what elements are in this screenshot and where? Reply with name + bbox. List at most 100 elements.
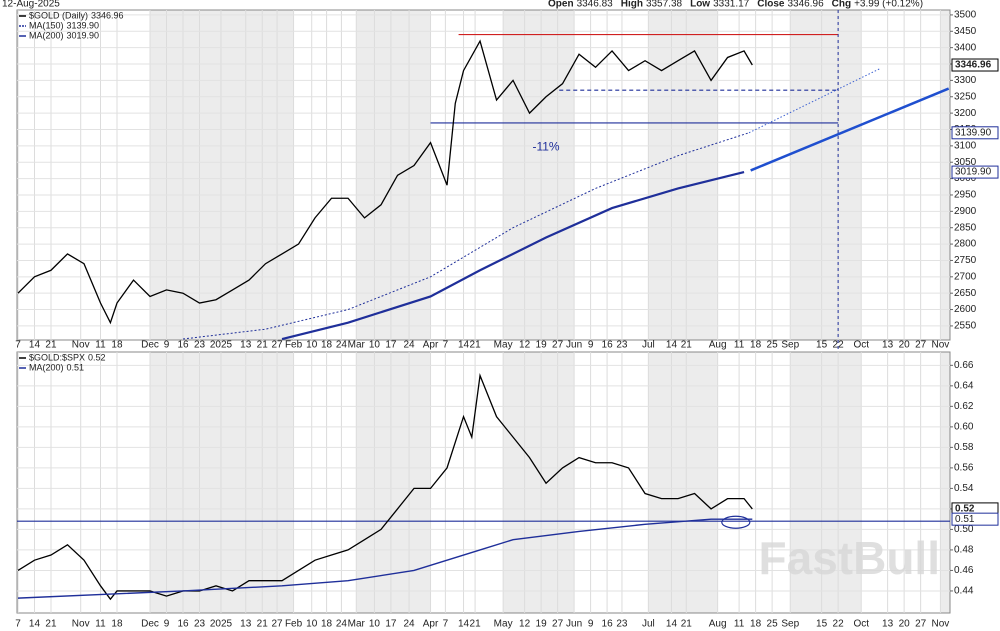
x-tick-label: 15 — [816, 340, 828, 351]
highlight — [721, 515, 751, 529]
x-tick-label: 27 — [272, 619, 284, 630]
month-band — [790, 352, 862, 613]
y-tick-label: 3450 — [954, 26, 977, 37]
y-tick-label: 3400 — [954, 42, 977, 53]
x-tick-label: Mar — [348, 340, 366, 351]
x-tick-label: Oct — [853, 340, 869, 351]
x-tick-label: Nov — [932, 340, 950, 351]
legend-value: 0.52 — [88, 352, 106, 362]
x-tick-label: 21 — [45, 619, 57, 630]
x-tick-label: 21 — [470, 340, 482, 351]
x-tick-label: 7 — [15, 340, 21, 351]
x-tick-label: Sep — [781, 619, 799, 630]
quote-value: 3331.17 — [713, 0, 750, 10]
x-tick-label: Apr — [423, 619, 439, 630]
last-value-box — [951, 58, 999, 72]
x-tick-label: 23 — [616, 619, 628, 630]
trend-line — [750, 87, 950, 172]
panel — [16, 9, 953, 341]
month-band — [150, 10, 294, 340]
x-tick-label: 9 — [588, 340, 594, 351]
last-value-label: 3019.90 — [955, 167, 992, 178]
x-tick-label: Jul — [642, 340, 655, 351]
x-tick-label: 23 — [194, 619, 206, 630]
x-tick-label: 17 — [385, 340, 397, 351]
x-tick-label: 9 — [588, 619, 594, 630]
x-tick-label: 21 — [257, 340, 269, 351]
legend-value: 3019.90 — [67, 30, 100, 40]
y-tick-label: 0.64 — [954, 380, 974, 391]
x-tick-label: 27 — [552, 619, 564, 630]
x-tick-label: 14 — [29, 340, 41, 351]
y-tick-label: 3500 — [954, 10, 977, 21]
y-tick-label: 0.60 — [954, 422, 974, 433]
x-tick-label: 18 — [321, 340, 333, 351]
last-value-label: 0.52 — [955, 504, 975, 515]
x-tick-label: 21 — [45, 340, 57, 351]
watermark: FastBull — [759, 532, 940, 584]
x-tick-label: 11 — [734, 340, 745, 351]
y-tick-label: 0.48 — [954, 545, 974, 556]
x-tick-label: 7 — [443, 340, 449, 351]
x-tick-label: 21 — [681, 340, 693, 351]
last-value-label: 3139.90 — [955, 127, 992, 138]
panel — [16, 351, 953, 614]
y-tick-label: 0.62 — [954, 401, 974, 412]
legend-name: $GOLD:$SPX — [29, 352, 85, 362]
x-tick-label: 16 — [602, 340, 614, 351]
quote-label: Low — [690, 0, 710, 10]
x-tick-label: 15 — [816, 619, 828, 630]
x-tick-label: 13 — [240, 619, 252, 630]
plot-frame — [16, 9, 951, 341]
y-tick-label: 0.54 — [954, 483, 974, 494]
x-tick-label: 14 — [29, 619, 41, 630]
last-value-label: 3346.96 — [955, 60, 992, 71]
x-tick-label: 13 — [882, 340, 894, 351]
x-tick-label: 20 — [899, 619, 911, 630]
x-tick-label: 23 — [616, 340, 628, 351]
y-tick-label: 2650 — [954, 288, 977, 299]
y-tick-label: 2750 — [954, 255, 977, 266]
x-tick-label: 21 — [470, 619, 482, 630]
month-band — [648, 10, 718, 340]
y-tick-label: 2950 — [954, 190, 977, 201]
x-tick-label: 12 — [519, 619, 531, 630]
x-tick-label: 25 — [767, 340, 779, 351]
x-tick-label: 9 — [164, 340, 170, 351]
x-tick-label: 18 — [750, 619, 762, 630]
quote-label: Chg — [832, 0, 851, 10]
x-tick-label: 25 — [767, 619, 779, 630]
x-tick-label: Dec — [141, 619, 159, 630]
legend-value: 3139.90 — [67, 20, 100, 30]
x-tick-label: 19 — [536, 619, 548, 630]
x-tick-label: 22 — [833, 619, 845, 630]
series-line — [281, 170, 745, 341]
x-tick-label: Feb — [285, 619, 303, 630]
x-tick-label: 18 — [111, 340, 123, 351]
y-tick-label: 3250 — [954, 91, 977, 102]
month-band — [940, 352, 950, 613]
legend-name: MA(150) — [29, 20, 64, 30]
x-tick-label: 11 — [95, 340, 106, 351]
x-tick-label: 13 — [240, 340, 252, 351]
series-line — [182, 132, 750, 340]
chart-date: 12-Aug-2025 — [2, 0, 60, 10]
x-tick-label: 21 — [257, 619, 269, 630]
x-tick-label: 13 — [882, 619, 894, 630]
month-band — [503, 10, 575, 340]
quote-value: +3.99 (+0.12%) — [854, 0, 923, 10]
x-tick-label: 7 — [443, 619, 449, 630]
y-tick-label: 2850 — [954, 222, 977, 233]
x-tick-label: 17 — [385, 619, 397, 630]
series-line — [17, 518, 753, 599]
x-tick-label: May — [494, 340, 513, 351]
x-tick-label: 18 — [321, 619, 333, 630]
x-tick-label: 10 — [369, 619, 381, 630]
x-tick-label: 10 — [306, 340, 318, 351]
month-band — [356, 10, 431, 340]
x-tick-label: 16 — [177, 340, 189, 351]
x-tick-label: 23 — [194, 340, 206, 351]
x-tick-label: 27 — [272, 340, 284, 351]
y-tick-label: 0.58 — [954, 442, 974, 453]
month-band — [790, 10, 862, 340]
